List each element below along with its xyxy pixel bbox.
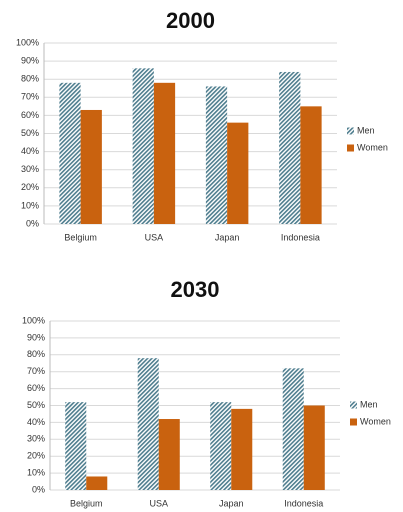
y-tick-label: 10% bbox=[27, 467, 45, 477]
bar bbox=[279, 71, 301, 225]
x-tick-label: Belgium bbox=[64, 232, 97, 242]
bar bbox=[153, 82, 176, 224]
y-tick-label: 50% bbox=[27, 400, 45, 410]
y-tick-label: 90% bbox=[27, 332, 45, 342]
bar bbox=[300, 106, 322, 224]
y-tick-label: 60% bbox=[27, 383, 45, 393]
x-tick-label: Japan bbox=[215, 232, 240, 242]
y-tick-label: 40% bbox=[27, 417, 45, 427]
x-tick-label: Japan bbox=[219, 498, 244, 508]
y-tick-label: 70% bbox=[21, 92, 39, 102]
bar bbox=[303, 405, 325, 490]
y-tick-label: 20% bbox=[27, 451, 45, 461]
y-tick-label: 80% bbox=[21, 74, 39, 84]
y-tick-label: 80% bbox=[27, 349, 45, 359]
y-tick-label: 90% bbox=[21, 55, 39, 65]
chart-title: 2000 bbox=[166, 8, 215, 33]
bar bbox=[86, 476, 108, 490]
legend-label: Women bbox=[357, 142, 388, 152]
legend-label: Men bbox=[360, 399, 378, 409]
y-tick-label: 70% bbox=[27, 366, 45, 376]
x-tick-label: Indonesia bbox=[281, 232, 320, 242]
chart-title: 2030 bbox=[171, 277, 220, 302]
y-tick-label: 40% bbox=[21, 146, 39, 156]
bar bbox=[210, 402, 232, 490]
y-tick-label: 0% bbox=[26, 218, 39, 228]
x-tick-label: USA bbox=[145, 232, 164, 242]
y-tick-label: 100% bbox=[16, 37, 39, 47]
bar bbox=[227, 122, 249, 224]
y-tick-label: 30% bbox=[27, 434, 45, 444]
bar bbox=[205, 86, 228, 224]
legend-swatch bbox=[347, 127, 354, 135]
bar bbox=[132, 68, 154, 224]
y-tick-label: 50% bbox=[21, 128, 39, 138]
y-tick-label: 0% bbox=[32, 484, 45, 494]
y-tick-label: 30% bbox=[21, 164, 39, 174]
legend-label: Men bbox=[357, 125, 375, 135]
bar bbox=[80, 109, 102, 224]
x-tick-label: Indonesia bbox=[284, 498, 323, 508]
x-tick-label: Belgium bbox=[70, 498, 103, 508]
y-tick-label: 20% bbox=[21, 182, 39, 192]
bar bbox=[137, 358, 159, 490]
y-tick-label: 10% bbox=[21, 200, 39, 210]
bar bbox=[282, 368, 304, 490]
bar bbox=[231, 408, 253, 490]
bar bbox=[59, 82, 81, 224]
legend-swatch bbox=[347, 144, 354, 152]
legend-label: Women bbox=[360, 416, 391, 426]
y-tick-label: 100% bbox=[22, 315, 45, 325]
legend-swatch bbox=[350, 418, 357, 426]
legend-swatch bbox=[350, 401, 357, 409]
bar bbox=[65, 402, 87, 490]
bar bbox=[158, 419, 180, 490]
y-tick-label: 60% bbox=[21, 110, 39, 120]
x-tick-label: USA bbox=[149, 498, 168, 508]
